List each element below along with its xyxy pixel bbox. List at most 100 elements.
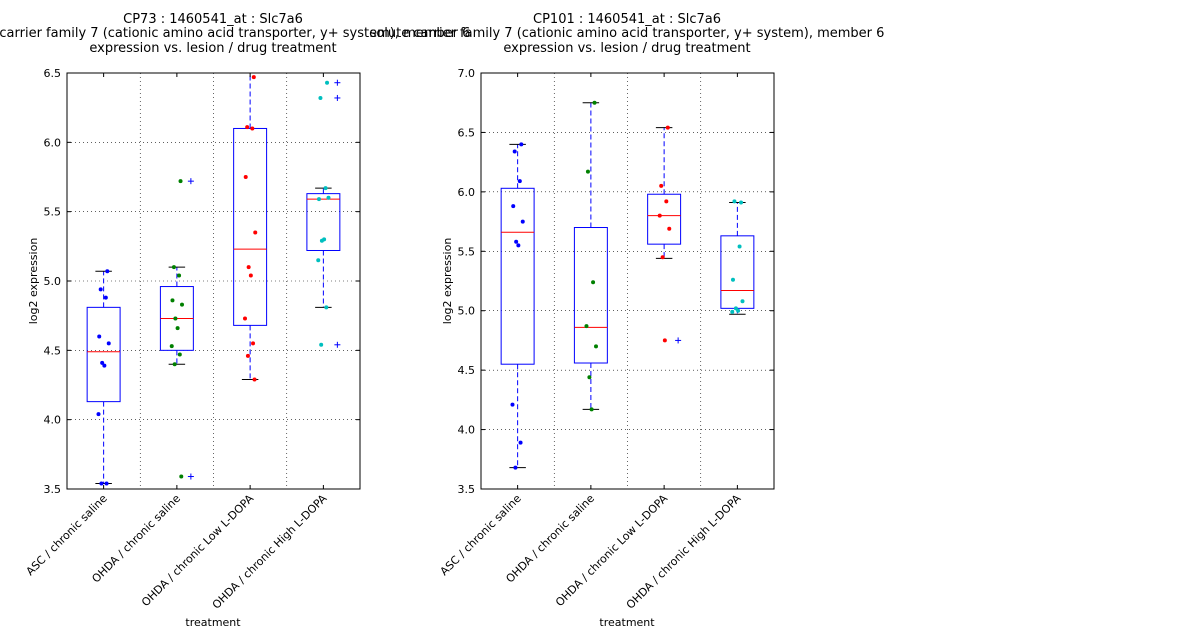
right-chart-data-point bbox=[737, 244, 742, 249]
right-chart-data-point bbox=[513, 465, 518, 470]
left-chart-data-point bbox=[242, 316, 247, 321]
right-chart-ytick-label: 7.0 bbox=[458, 67, 476, 80]
right-chart-box-group bbox=[647, 127, 682, 344]
right-chart-data-point bbox=[514, 239, 519, 244]
right-chart-data-point bbox=[584, 324, 589, 329]
right-chart-ytick-label: 5.5 bbox=[458, 245, 476, 258]
right-chart-xtick-label: ASC / chronic saline bbox=[438, 492, 524, 578]
left-chart-data-point bbox=[322, 237, 327, 242]
left-chart-box bbox=[233, 127, 268, 326]
left-chart-data-point bbox=[99, 481, 104, 486]
right-chart-ytick-label: 3.5 bbox=[458, 483, 476, 496]
left-chart-data-point bbox=[177, 273, 182, 278]
left-chart-data-point bbox=[251, 341, 256, 346]
right-chart-data-point bbox=[662, 338, 667, 343]
right-chart-data-point bbox=[739, 200, 744, 205]
right-chart-data-point bbox=[591, 280, 596, 285]
left-chart-data-point bbox=[323, 186, 328, 191]
right-chart-box-group bbox=[573, 102, 608, 410]
left-chart-ylabel: log2 expression bbox=[27, 238, 40, 325]
left-chart-ytick-label: 4.0 bbox=[44, 414, 62, 427]
right-chart-data-point bbox=[517, 179, 522, 184]
right-chart-ticks: 3.5 4.0 4.5 5.0 5.5 6.0 6.5 7.0 ASC / chronic sa… bbox=[438, 67, 774, 612]
left-chart-data-point bbox=[105, 269, 110, 274]
right-chart-xlabel: treatment bbox=[599, 616, 655, 629]
left-chart-data-point bbox=[325, 80, 330, 85]
right-chart-ytick-label: 6.0 bbox=[458, 186, 476, 199]
left-chart-box-group bbox=[233, 72, 268, 380]
left-chart-panel: CP73 : 1460541_at : Slc7a6 solute carrie… bbox=[0, 12, 470, 629]
right-chart-data-point bbox=[511, 204, 516, 209]
right-chart-xtick-label: OHDA / chronic High L-DOPA bbox=[624, 492, 744, 612]
left-chart-data-point bbox=[173, 316, 178, 321]
right-chart-title-line-2: solute carrier family 7 (cationic amino … bbox=[370, 26, 885, 41]
right-chart-ylabel: log2 expression bbox=[441, 238, 454, 325]
left-chart-data-point bbox=[245, 353, 250, 358]
left-chart-data-point bbox=[96, 412, 101, 417]
right-chart-ytick-label: 5.0 bbox=[458, 305, 476, 318]
left-chart-title-line-1: CP73 : 1460541_at : Slc7a6 bbox=[123, 12, 303, 27]
left-chart-data-point bbox=[324, 305, 329, 310]
left-chart-data-point bbox=[318, 95, 323, 100]
left-chart-box bbox=[86, 306, 121, 403]
left-chart-data-point bbox=[172, 362, 177, 367]
left-chart-ytick-label: 3.5 bbox=[44, 483, 62, 496]
left-chart-ticks: 3.5 4.0 4.5 5.0 5.5 6.0 6.5 ASC / chronic salin… bbox=[24, 67, 360, 612]
right-chart-data-point bbox=[732, 199, 737, 204]
right-chart-data-point bbox=[518, 440, 523, 445]
left-chart-data-point bbox=[326, 195, 331, 200]
right-chart-data-point bbox=[665, 125, 670, 130]
left-chart-ytick-label: 6.0 bbox=[44, 136, 62, 149]
left-chart-box bbox=[306, 193, 341, 251]
right-chart-ytick-label: 6.5 bbox=[458, 126, 476, 139]
left-chart-data-point bbox=[246, 265, 251, 270]
right-chart-data-point bbox=[516, 243, 521, 248]
left-chart-data-point bbox=[316, 197, 321, 202]
left-chart-title-line-2: solute carrier family 7 (cationic amino … bbox=[0, 26, 470, 41]
right-chart-data-point bbox=[510, 402, 515, 407]
right-chart-data-point bbox=[740, 299, 745, 304]
right-chart-title-line-3: expression vs. lesion / drug treatment bbox=[503, 41, 750, 56]
left-chart-grid bbox=[67, 73, 360, 489]
left-chart-ytick-label: 5.0 bbox=[44, 275, 62, 288]
left-chart-data-point bbox=[316, 258, 321, 263]
left-chart-box-group bbox=[86, 270, 121, 484]
right-chart-data-point bbox=[594, 344, 599, 349]
left-chart-xlabel: treatment bbox=[185, 616, 241, 629]
left-chart-data-point bbox=[98, 287, 103, 292]
right-chart-data-point bbox=[667, 226, 672, 231]
left-chart-data-point bbox=[180, 302, 185, 307]
right-chart-title-line-1: CP101 : 1460541_at : Slc7a6 bbox=[533, 12, 721, 27]
left-chart-data-point bbox=[248, 273, 253, 278]
right-chart-data-point bbox=[664, 199, 669, 204]
right-chart-ytick-label: 4.0 bbox=[458, 424, 476, 437]
left-chart-xtick-label: ASC / chronic saline bbox=[24, 492, 110, 578]
right-chart-box bbox=[573, 227, 608, 364]
left-chart-data-point bbox=[253, 230, 258, 235]
left-chart-data-point bbox=[319, 342, 324, 347]
right-chart-data-point bbox=[585, 169, 590, 174]
right-chart-box bbox=[647, 193, 682, 245]
right-chart-box-group bbox=[500, 143, 535, 469]
right-chart-grid bbox=[481, 73, 774, 489]
right-chart-box bbox=[720, 235, 755, 309]
right-chart-data-point bbox=[730, 309, 735, 314]
right-chart-ytick-label: 4.5 bbox=[458, 364, 476, 377]
left-chart-marks bbox=[86, 72, 341, 486]
left-chart-box-group bbox=[159, 178, 194, 480]
right-chart-data-point bbox=[730, 277, 735, 282]
left-chart-data-point bbox=[106, 341, 111, 346]
left-chart-data-point bbox=[169, 344, 174, 349]
right-chart-data-point bbox=[589, 407, 594, 412]
left-chart-data-point bbox=[177, 352, 182, 357]
right-chart-data-point bbox=[587, 375, 592, 380]
left-chart-data-point bbox=[178, 179, 183, 184]
left-chart-box-group bbox=[306, 79, 341, 348]
right-chart-axes-frame bbox=[480, 72, 775, 490]
left-chart-ytick-label: 5.5 bbox=[44, 206, 62, 219]
left-chart-data-point bbox=[243, 175, 248, 179]
right-chart-data-point bbox=[512, 149, 517, 154]
right-chart-panel: CP101 : 1460541_at : Slc7a6 solute carri… bbox=[370, 12, 885, 629]
right-chart-data-point bbox=[657, 213, 662, 218]
left-chart-data-point bbox=[97, 334, 102, 339]
